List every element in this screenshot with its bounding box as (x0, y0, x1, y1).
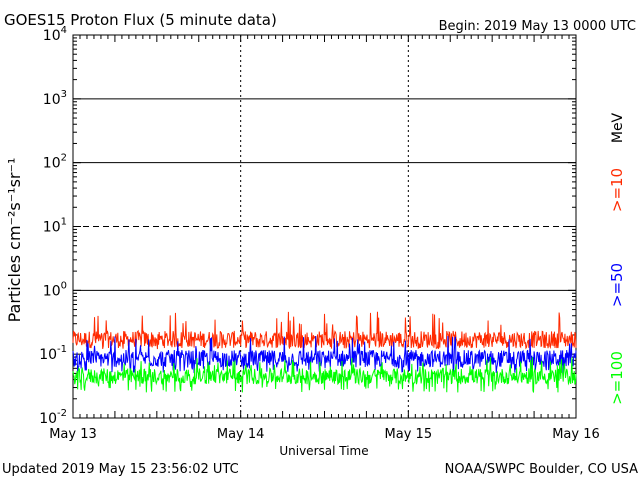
y-tick-label: 10-1 (39, 344, 67, 363)
day-separators (79, 35, 570, 418)
series-line-ge100 (72, 357, 577, 393)
y-tick-label: 104 (43, 25, 67, 44)
updated-time: Updated 2019 May 15 23:56:02 UTC (2, 462, 239, 477)
y-tick-label: 100 (43, 280, 67, 299)
legend-ge10: >=10 (608, 168, 626, 212)
y-tick-label: 103 (43, 89, 67, 108)
series-line-ge10 (72, 311, 577, 350)
unit-label: MeV (610, 112, 626, 143)
legend-ge50: >=50 (608, 263, 626, 307)
y-tick-labels: 10-2 10-1 100 101 102 103 104 (39, 25, 67, 427)
chart-title: GOES15 Proton Flux (5 minute data) (4, 11, 277, 29)
x-tick-label: May 16 (552, 427, 600, 442)
credit: NOAA/SWPC Boulder, CO USA (445, 462, 638, 477)
x-tick-label: May 13 (49, 427, 97, 442)
y-tick-label: 10-2 (39, 408, 67, 427)
x-tick-label: May 15 (385, 427, 433, 442)
y-tick-label: 102 (43, 153, 67, 172)
x-axis-label: Universal Time (279, 444, 368, 458)
y-tick-label: 101 (43, 217, 67, 236)
begin-time: Begin: 2019 May 13 0000 UTC (439, 19, 636, 34)
y-axis-label: Particles cm⁻²s⁻¹sr⁻¹ (5, 158, 24, 323)
series-lines (72, 311, 577, 393)
series-line-ge50 (72, 335, 577, 375)
legend-ge100: >=100 (608, 351, 626, 405)
x-tick-label: May 14 (217, 427, 265, 442)
x-tick-labels: May 13 May 14 May 15 May 16 (49, 427, 600, 442)
